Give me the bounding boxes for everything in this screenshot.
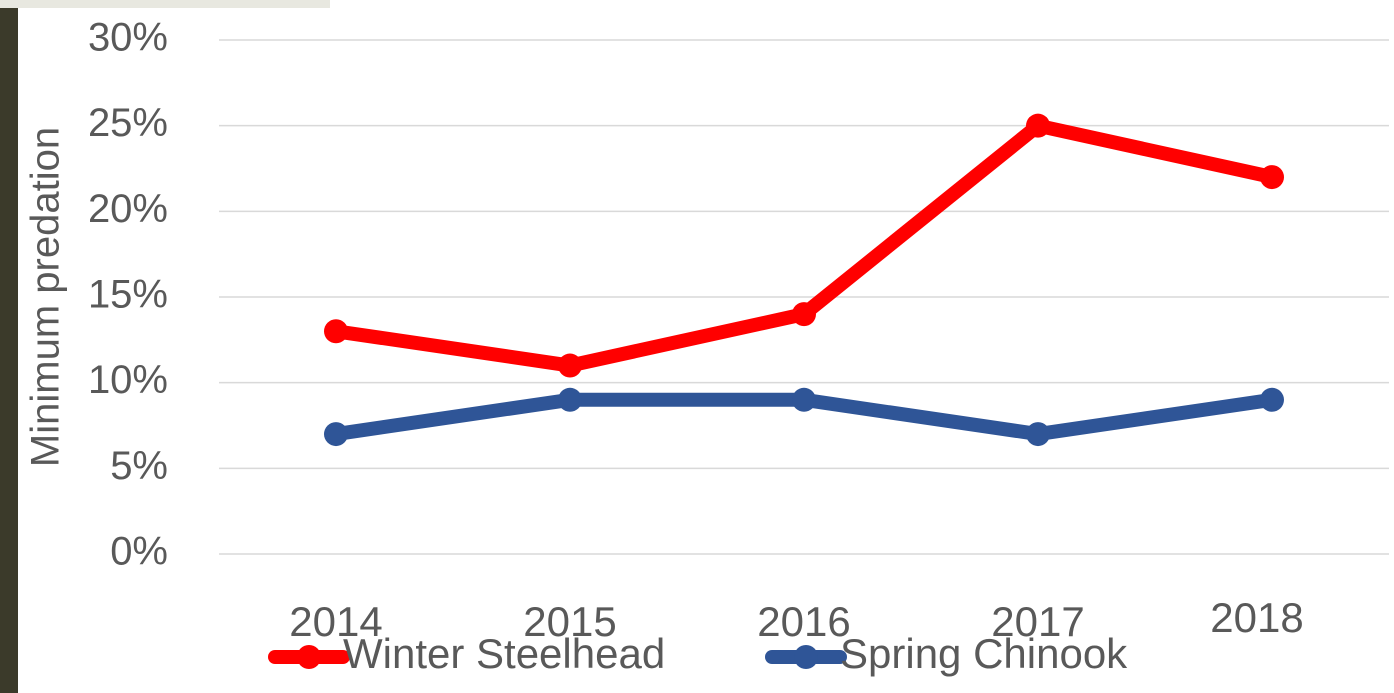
y-tick-label: 20%	[88, 187, 168, 231]
legend-label: Winter Steelhead	[343, 630, 665, 677]
x-tick-label: 2016	[757, 598, 850, 645]
page: Minimum predation 0% 5% 10% 15% 20% 25% 30% 201…	[0, 0, 1394, 693]
background-photo-strip	[0, 0, 18, 693]
y-tick-label: 25%	[88, 101, 168, 145]
legend-label: Spring Chinook	[840, 630, 1128, 677]
series-marker	[792, 388, 816, 412]
background-photo-strip	[0, 0, 330, 8]
y-tick-label: 10%	[88, 358, 168, 402]
series-marker	[1260, 165, 1284, 189]
series-marker	[324, 422, 348, 446]
y-axis-label: Minimum predation	[24, 127, 68, 467]
y-tick-label: 0%	[110, 530, 168, 574]
series-marker	[558, 354, 582, 378]
series-marker	[324, 319, 348, 343]
y-tick-label: 30%	[88, 16, 168, 60]
x-tick-label: 2018	[1210, 594, 1303, 641]
chart: Minimum predation 0% 5% 10% 15% 20% 25% 30% 201…	[0, 0, 1394, 693]
series-line	[336, 126, 1272, 366]
series-marker	[792, 302, 816, 326]
y-tick-label: 15%	[88, 273, 168, 317]
series-marker	[558, 388, 582, 412]
series-marker	[1026, 114, 1050, 138]
series-marker	[1026, 422, 1050, 446]
y-tick-label: 5%	[110, 444, 168, 488]
legend-marker	[794, 645, 818, 669]
series-marker	[1260, 388, 1284, 412]
legend-marker	[297, 645, 321, 669]
